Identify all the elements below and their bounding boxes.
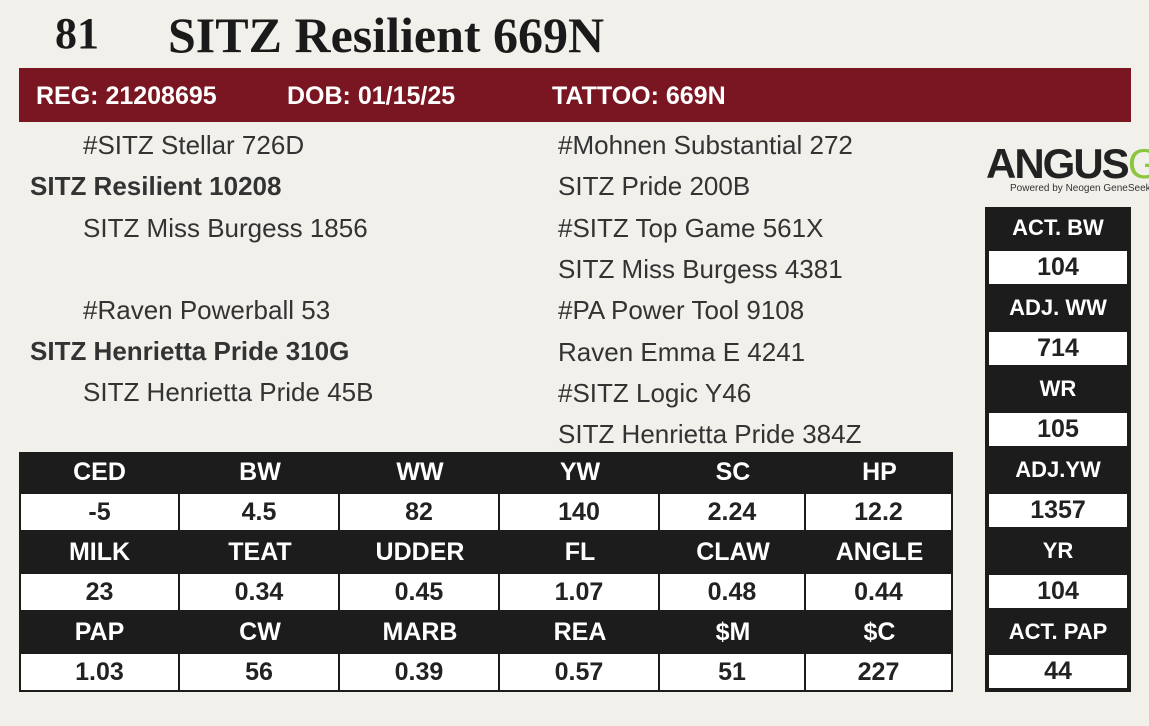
epd-header: PAP	[19, 612, 180, 652]
epd-value: 227	[804, 652, 953, 692]
ancestor: SITZ Pride 200B	[558, 171, 751, 202]
ancestor: #SITZ Top Game 561X	[558, 212, 824, 243]
epd-header: ANGLE	[806, 532, 953, 572]
sire-sire: #SITZ Stellar 726D	[83, 130, 305, 160]
ancestor: #SITZ Logic Y46	[558, 377, 752, 408]
lot-number: 81	[55, 9, 99, 58]
ancestor: SITZ Miss Burgess 4381	[558, 253, 843, 284]
epd-header: WW	[340, 452, 500, 492]
epd-value: 0.39	[338, 652, 500, 692]
ancestor: Raven Emma E 4241	[558, 336, 806, 367]
epd-value: 0.45	[338, 572, 500, 612]
epd-value: 140	[498, 492, 660, 532]
perf-value: 105	[985, 409, 1131, 450]
dam: SITZ Henrietta Pride 310G	[30, 336, 350, 366]
epd-value: 2.24	[658, 492, 806, 532]
tattoo: TATTOO: 669N	[552, 82, 726, 110]
animal-name: SITZ Resilient 669N	[168, 7, 605, 63]
epd-header: SC	[660, 452, 806, 492]
epd-value: 23	[19, 572, 180, 612]
logo-tagline: Powered by Neogen GeneSeek	[1010, 183, 1149, 194]
dob: DOB: 01/15/25	[287, 82, 456, 110]
epd-value: 82	[338, 492, 500, 532]
epd-header: MILK	[19, 532, 180, 572]
epd-header: TEAT	[180, 532, 340, 572]
epd-value: 51	[658, 652, 806, 692]
epd-value: 0.34	[178, 572, 340, 612]
perf-value: 44	[985, 651, 1131, 693]
perf-label: WR	[985, 368, 1131, 410]
dam-sire: #Raven Powerball 53	[83, 295, 331, 325]
epd-value: 1.03	[19, 652, 180, 692]
epd-value: 56	[178, 652, 340, 692]
perf-label: ACT. BW	[985, 207, 1131, 248]
epd-value: 0.44	[804, 572, 953, 612]
epd-value: 1.07	[498, 572, 660, 612]
logo: ANGUSGS	[986, 140, 1149, 188]
epd-value: -5	[19, 492, 180, 532]
epd-header: FL	[500, 532, 660, 572]
info-bar	[19, 68, 1131, 122]
epd-header: $C	[806, 612, 953, 652]
epd-header: YW	[500, 452, 660, 492]
epd-header: REA	[500, 612, 660, 652]
perf-label: ADJ. WW	[985, 287, 1131, 329]
epd-value: 0.48	[658, 572, 806, 612]
perf-value: 714	[985, 328, 1131, 370]
epd-header: CLAW	[660, 532, 806, 572]
logo-gs: GS	[1127, 140, 1149, 187]
sire-dam: SITZ Miss Burgess 1856	[83, 213, 368, 243]
reg: REG: 21208695	[36, 82, 217, 110]
perf-value: 104	[985, 247, 1131, 289]
perf-label: YR	[985, 530, 1131, 572]
perf-label: ACT. PAP	[985, 611, 1131, 652]
epd-value: 12.2	[804, 492, 953, 532]
epd-header: HP	[806, 452, 953, 492]
epd-header: UDDER	[340, 532, 500, 572]
ancestor: #Mohnen Substantial 272	[558, 130, 853, 160]
epd-value: 4.5	[178, 492, 340, 532]
ancestor: #PA Power Tool 9108	[558, 295, 805, 326]
epd-header: BW	[180, 452, 340, 492]
epd-header: CW	[180, 612, 340, 652]
perf-label: ADJ.YW	[985, 449, 1131, 491]
perf-value: 1357	[985, 489, 1131, 531]
perf-value: 104	[985, 570, 1131, 612]
ancestor: SITZ Henrietta Pride 384Z	[558, 419, 862, 450]
sire: SITZ Resilient 10208	[30, 171, 282, 201]
epd-header: CED	[19, 452, 180, 492]
epd-header: MARB	[340, 612, 500, 652]
dam-dam: SITZ Henrietta Pride 45B	[83, 377, 374, 407]
epd-header: $M	[660, 612, 806, 652]
epd-value: 0.57	[498, 652, 660, 692]
logo-angus: ANGUS	[986, 140, 1130, 187]
